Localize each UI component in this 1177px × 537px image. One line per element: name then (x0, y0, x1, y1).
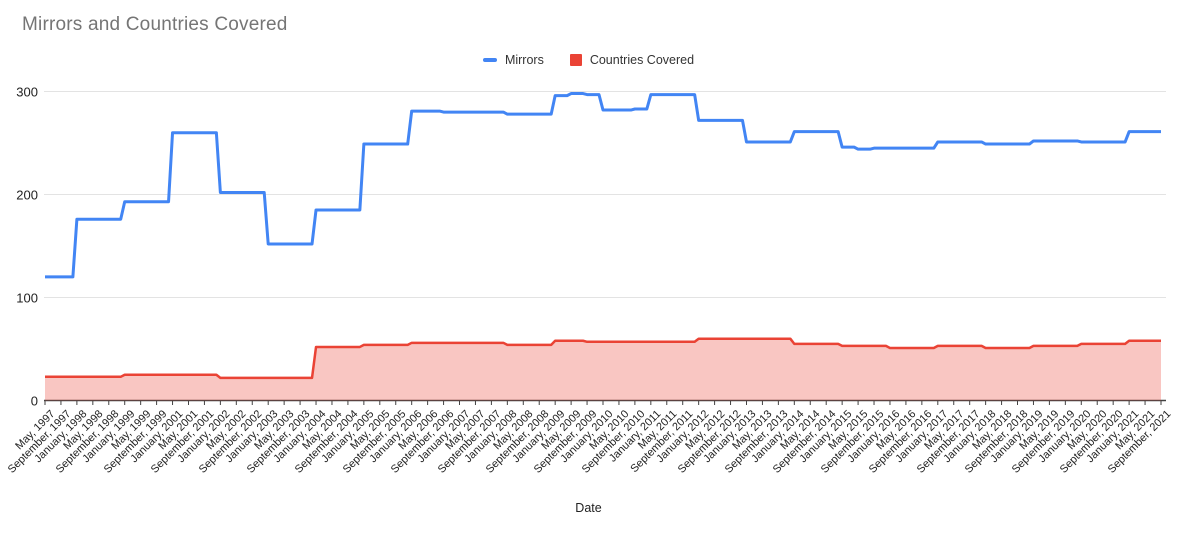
y-axis-label-0: 0 (30, 393, 38, 408)
mirrors-line-swatch-icon (482, 58, 497, 62)
countries-area-fill (45, 338, 1161, 401)
legend: Mirrors Countries Covered (0, 53, 1177, 67)
legend-label-countries: Countries Covered (589, 53, 695, 67)
y-axis-label-100: 100 (16, 290, 38, 305)
legend-label-mirrors: Mirrors (504, 53, 544, 67)
y-axis-label-300: 300 (16, 84, 38, 99)
mirrors-line (45, 92, 1161, 279)
countries-line (45, 337, 1161, 380)
legend-item-countries: Countries Covered (569, 53, 695, 67)
y-axis-label-200: 200 (16, 187, 38, 202)
legend-item-mirrors: Mirrors (482, 53, 544, 67)
countries-square-swatch-icon (569, 54, 582, 66)
x-axis-title: Date (575, 501, 602, 515)
chart-title: Mirrors and Countries Covered (22, 14, 288, 35)
